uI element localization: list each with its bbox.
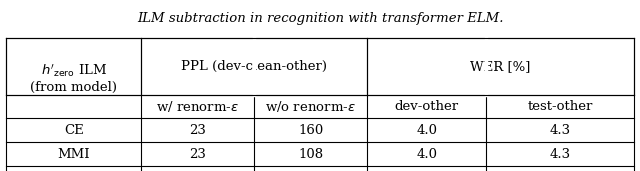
Text: test-other: test-other	[527, 100, 593, 113]
Text: ILM subtraction in recognition with transformer ELM.: ILM subtraction in recognition with tran…	[137, 12, 503, 25]
Text: 4.3: 4.3	[549, 124, 570, 137]
Text: 4.3: 4.3	[549, 148, 570, 161]
Text: 4.0: 4.0	[416, 124, 437, 137]
Text: 160: 160	[298, 124, 323, 137]
Text: w/ renorm-$\epsilon$: w/ renorm-$\epsilon$	[156, 99, 239, 114]
Text: WER [%]: WER [%]	[470, 60, 531, 73]
Text: w/o renorm-$\epsilon$: w/o renorm-$\epsilon$	[265, 99, 356, 114]
Text: 23: 23	[189, 148, 206, 161]
Text: dev-other: dev-other	[395, 100, 459, 113]
Text: CE: CE	[64, 124, 84, 137]
Text: MMI: MMI	[58, 148, 90, 161]
Text: $h'_{\mathrm{zero}}$ ILM
(from model): $h'_{\mathrm{zero}}$ ILM (from model)	[30, 62, 117, 94]
Text: PPL (dev-clean-other): PPL (dev-clean-other)	[181, 60, 327, 73]
Text: 4.0: 4.0	[416, 148, 437, 161]
Text: 108: 108	[298, 148, 323, 161]
Text: 23: 23	[189, 124, 206, 137]
